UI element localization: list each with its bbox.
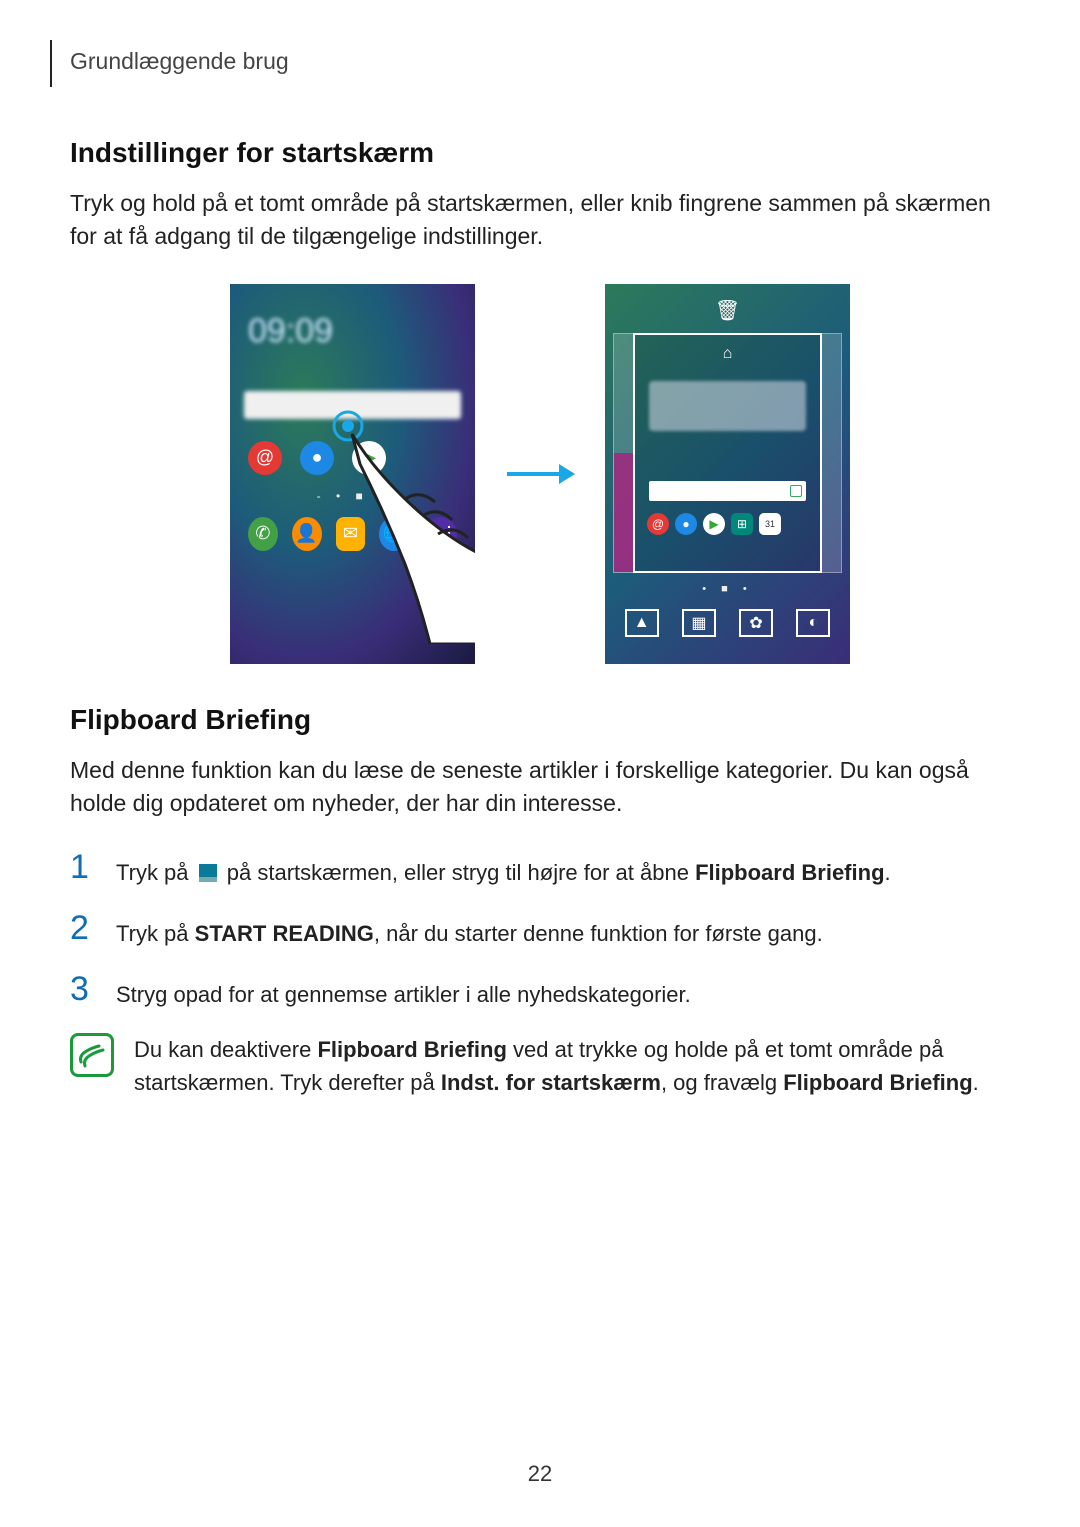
figure-home-settings: 09:09 @ ● ▶ - • ■ • ✆ 👤 ✉ 🌐 ⋮⋮ <box>70 284 1010 664</box>
step-2: 2 Tryk på START READING, når du starter … <box>70 911 1010 950</box>
flipboard-toggle-icon: ◐ <box>796 609 830 637</box>
text: . <box>885 860 891 885</box>
page-dots: - • ■ • <box>230 475 475 503</box>
text: , og fravælg <box>661 1070 783 1095</box>
panel-left <box>613 333 633 573</box>
arrow-icon <box>505 446 575 501</box>
page-number: 22 <box>0 1461 1080 1487</box>
text: . <box>973 1070 979 1095</box>
text: , når du starter denne funktion for førs… <box>374 921 823 946</box>
mini-at-icon: @ <box>647 513 669 535</box>
mini-dot-icon: ● <box>675 513 697 535</box>
phone-edit-screenshot: 🗑 ⌂ @ ● ▶ ⊞ 31 <box>605 284 850 664</box>
note-text: Du kan deaktivere Flipboard Briefing ved… <box>134 1033 1010 1099</box>
flipboard-tile-icon <box>199 864 217 882</box>
apps-icon: ⋮⋮ <box>423 517 457 551</box>
note: Du kan deaktivere Flipboard Briefing ved… <box>70 1033 1010 1099</box>
bold-text: Flipboard Briefing <box>317 1037 506 1062</box>
settings-icon: ✿ <box>739 609 773 637</box>
step-3: 3 Stryg opad for at gennemse artikler i … <box>70 972 1010 1011</box>
phone-icon: ✆ <box>248 517 278 551</box>
widget-preview <box>649 381 806 431</box>
section-body-flipboard: Med denne funktion kan du læse de senest… <box>70 754 1010 821</box>
step-1: 1 Tryk på på startskærmen, eller stryg t… <box>70 850 1010 889</box>
app-row: @ ● ▶ <box>230 419 475 475</box>
play-icon: ▶ <box>352 441 386 475</box>
section-heading-flipboard: Flipboard Briefing <box>70 704 1010 736</box>
at-icon: @ <box>248 441 282 475</box>
bold-text: Indst. for startskærm <box>441 1070 661 1095</box>
search-bar <box>244 391 461 419</box>
mini-cal-icon: 31 <box>759 513 781 535</box>
contacts-icon: 👤 <box>292 517 322 551</box>
mini-play-icon: ▶ <box>703 513 725 535</box>
mini-search <box>649 481 806 501</box>
panel-main: ⌂ @ ● ▶ ⊞ 31 <box>633 333 822 573</box>
breadcrumb: Grundlæggende brug <box>70 40 1010 87</box>
note-icon <box>70 1033 114 1077</box>
step-number: 2 <box>70 911 98 945</box>
edit-page-dots: • ■ • <box>613 573 842 595</box>
mini-grid-icon: ⊞ <box>731 513 753 535</box>
edit-toolbar: ▲ ▦ ✿ ◐ <box>613 595 842 637</box>
step-text: Tryk på på startskærmen, eller stryg til… <box>116 850 891 889</box>
wallpaper-icon: ▲ <box>625 609 659 637</box>
step-number: 3 <box>70 972 98 1006</box>
text: Tryk på <box>116 921 195 946</box>
bold-text: Flipboard Briefing <box>695 860 884 885</box>
bold-text: START READING <box>195 921 374 946</box>
step-text: Tryk på START READING, når du starter de… <box>116 911 823 950</box>
phone-home-screenshot: 09:09 @ ● ▶ - • ■ • ✆ 👤 ✉ 🌐 ⋮⋮ <box>230 284 475 664</box>
step-number: 1 <box>70 850 98 884</box>
dock-row: ✆ 👤 ✉ 🌐 ⋮⋮ <box>230 503 475 551</box>
section-body-settings: Tryk og hold på et tomt område på starts… <box>70 187 1010 254</box>
section-heading-settings: Indstillinger for startskærm <box>70 137 1010 169</box>
globe-icon: 🌐 <box>379 517 409 551</box>
clock-text: 09:09 <box>230 284 475 355</box>
text: Du kan deaktivere <box>134 1037 317 1062</box>
dot-icon: ● <box>300 441 334 475</box>
panels: ⌂ @ ● ▶ ⊞ 31 <box>613 333 842 573</box>
step-text: Stryg opad for at gennemse artikler i al… <box>116 972 691 1011</box>
home-icon: ⌂ <box>645 345 810 363</box>
mail-icon: ✉ <box>336 517 366 551</box>
steps-list: 1 Tryk på på startskærmen, eller stryg t… <box>70 850 1010 1011</box>
trash-icon: 🗑 <box>613 292 842 333</box>
widgets-icon: ▦ <box>682 609 716 637</box>
bold-text: Flipboard Briefing <box>783 1070 972 1095</box>
page-header: Grundlæggende brug <box>50 40 1010 87</box>
text: på startskærmen, eller stryg til højre f… <box>221 860 695 885</box>
text: Tryk på <box>116 860 195 885</box>
mini-apps: @ ● ▶ ⊞ 31 <box>645 501 810 535</box>
panel-right <box>822 333 842 573</box>
